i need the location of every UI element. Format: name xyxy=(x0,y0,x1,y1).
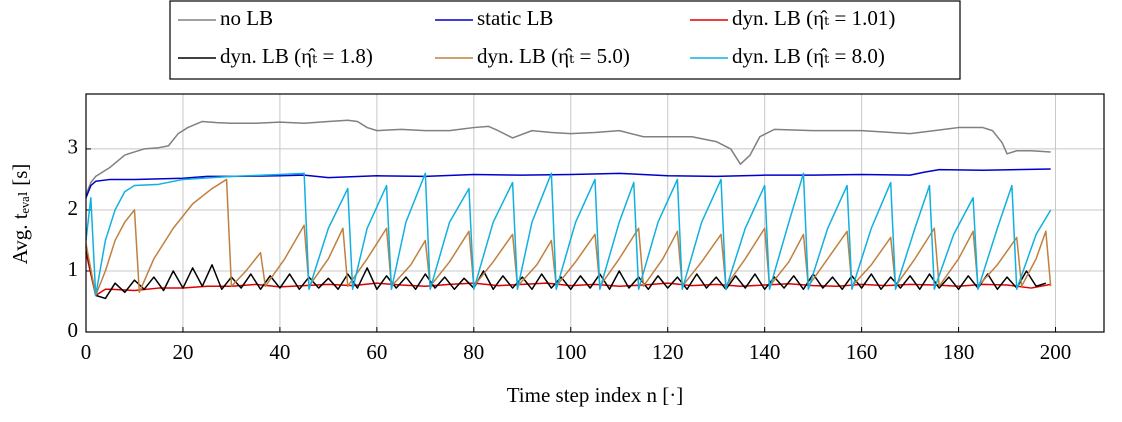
x-tick-label: 40 xyxy=(269,340,290,364)
legend-label: dyn. LB (η̂ₜ = 1.01) xyxy=(732,6,895,30)
y-axis-label: Avg. tₑᵥₐₗ [s] xyxy=(8,164,32,265)
series-line xyxy=(85,246,1047,300)
legend-label: dyn. LB (η̂ₜ = 1.8) xyxy=(220,44,373,68)
plot-frame xyxy=(85,93,1105,333)
x-tick-label: 160 xyxy=(846,340,878,364)
x-tick-label: 100 xyxy=(555,340,587,364)
x-tick-label: 60 xyxy=(366,340,387,364)
legend-label: no LB xyxy=(220,6,273,30)
x-axis-label: Time step index n [·] xyxy=(507,383,684,407)
legend-label: static LB xyxy=(477,6,553,30)
legend-box xyxy=(169,0,961,80)
series-line xyxy=(85,178,1052,297)
y-tick-label: 1 xyxy=(68,257,79,281)
series-line xyxy=(85,252,1051,297)
series-line xyxy=(85,168,1051,199)
legend-label: dyn. LB (η̂ₜ = 5.0) xyxy=(477,44,630,68)
y-tick-label: 2 xyxy=(68,196,79,220)
legend-label: dyn. LB (η̂ₜ = 8.0) xyxy=(732,44,885,68)
x-tick-label: 20 xyxy=(172,340,193,364)
y-tick-label: 3 xyxy=(68,135,79,159)
series-line xyxy=(85,172,1052,297)
y-tick-label: 0 xyxy=(68,318,79,342)
x-tick-label: 0 xyxy=(81,340,92,364)
x-tick-label: 200 xyxy=(1040,340,1072,364)
series-line xyxy=(85,119,1051,195)
x-tick-label: 120 xyxy=(652,340,684,364)
x-tick-label: 180 xyxy=(943,340,975,364)
x-tick-label: 80 xyxy=(463,340,484,364)
x-tick-label: 140 xyxy=(749,340,781,364)
